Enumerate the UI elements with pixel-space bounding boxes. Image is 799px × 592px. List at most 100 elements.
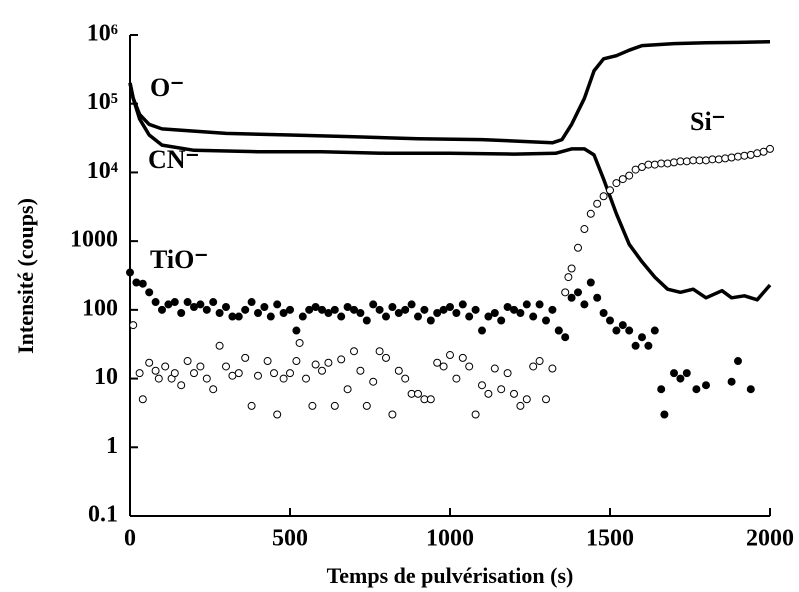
point <box>535 300 544 309</box>
point <box>388 410 397 419</box>
x-tick-label: 2000 <box>746 526 794 552</box>
point <box>465 362 474 371</box>
point <box>516 309 525 318</box>
point <box>663 159 672 168</box>
point <box>154 374 163 383</box>
point <box>343 303 352 312</box>
point <box>132 278 141 287</box>
point <box>369 300 378 309</box>
point <box>318 366 326 375</box>
point <box>241 353 250 362</box>
point <box>670 158 678 167</box>
point <box>471 410 480 419</box>
point <box>145 288 154 297</box>
point <box>439 305 448 314</box>
point <box>478 326 486 335</box>
point <box>612 326 621 335</box>
point <box>618 175 627 184</box>
point <box>170 298 179 307</box>
point <box>446 303 454 312</box>
point <box>574 288 582 297</box>
point <box>650 160 659 169</box>
point <box>452 309 461 318</box>
point <box>574 243 582 252</box>
point <box>682 369 691 378</box>
point <box>330 305 339 314</box>
point <box>401 305 410 314</box>
point <box>414 389 422 398</box>
point <box>382 312 390 321</box>
point <box>356 366 365 375</box>
point <box>682 157 691 166</box>
series-label: CN⁻ <box>148 145 199 174</box>
point <box>446 351 454 360</box>
point <box>330 401 339 410</box>
point <box>660 410 669 419</box>
point <box>337 312 346 321</box>
point <box>279 374 288 383</box>
point <box>529 312 538 321</box>
point <box>318 305 326 314</box>
point <box>586 209 595 218</box>
point <box>426 316 435 325</box>
series-label: Si⁻ <box>690 107 725 136</box>
point <box>234 312 243 321</box>
point <box>561 288 570 297</box>
point <box>350 305 358 314</box>
point <box>484 389 493 398</box>
point <box>458 353 467 362</box>
y-tick-label: 1 <box>106 433 118 459</box>
point <box>740 151 749 160</box>
point <box>222 362 230 371</box>
point <box>721 154 730 163</box>
point <box>420 305 429 314</box>
point <box>714 155 723 164</box>
x-tick-label: 1500 <box>586 526 634 552</box>
point <box>593 293 602 302</box>
point <box>503 369 512 378</box>
point <box>343 385 352 394</box>
point <box>241 305 250 314</box>
point <box>580 300 589 309</box>
point <box>263 357 272 366</box>
point <box>516 401 525 410</box>
point <box>138 279 147 288</box>
point <box>727 377 736 386</box>
point <box>183 357 192 366</box>
point <box>535 357 544 366</box>
point <box>286 369 294 378</box>
point <box>759 147 768 156</box>
series-label: TiO⁻ <box>150 245 208 274</box>
point <box>625 171 634 180</box>
point <box>382 353 390 362</box>
point <box>209 298 218 307</box>
point <box>766 144 774 153</box>
point <box>292 357 301 366</box>
point <box>234 369 243 378</box>
point <box>599 192 608 201</box>
point <box>305 305 314 314</box>
point <box>311 303 320 312</box>
point <box>129 321 138 330</box>
point <box>414 312 422 321</box>
point <box>644 341 653 350</box>
point <box>490 309 499 318</box>
point <box>561 333 570 342</box>
point <box>625 326 634 335</box>
point <box>554 326 563 335</box>
x-tick-label: 0 <box>124 526 136 552</box>
point <box>734 357 742 366</box>
point <box>308 401 317 410</box>
point <box>260 303 269 312</box>
point <box>337 355 346 364</box>
point <box>126 268 134 277</box>
point <box>542 316 550 325</box>
point <box>452 374 461 383</box>
y-tick-label: 0.1 <box>88 502 118 528</box>
point <box>295 338 304 347</box>
point <box>202 374 211 383</box>
point <box>324 309 333 318</box>
series-line <box>128 82 772 302</box>
point <box>753 149 762 158</box>
